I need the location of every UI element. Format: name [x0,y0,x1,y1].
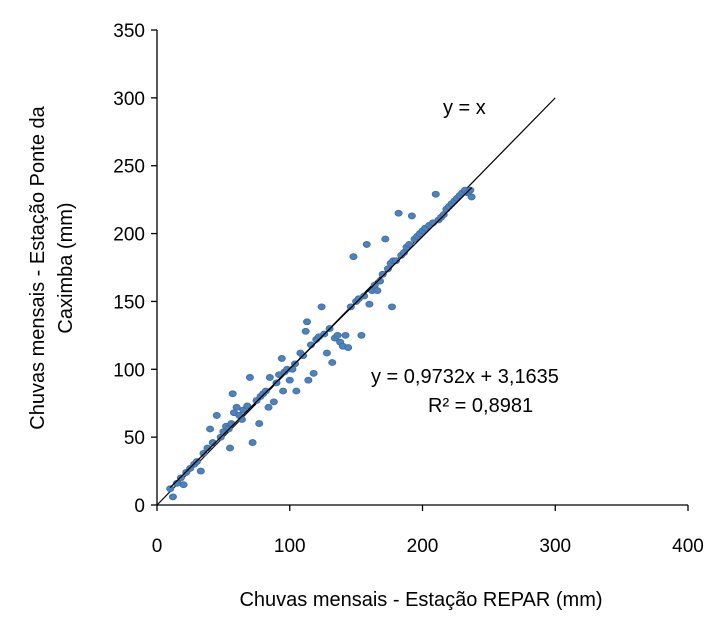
data-point [248,439,257,446]
data-point [168,493,177,501]
data-point [196,467,205,475]
data-point [303,318,312,326]
x-tick-label: 100 [274,536,306,557]
data-point [373,287,382,294]
y-tick-label: 350 [113,21,145,42]
data-point [269,398,278,406]
y-tick-label: 100 [113,360,145,381]
y-tick-label: 300 [113,89,145,110]
data-point [232,403,241,411]
identity-line-label: y = x [443,97,486,119]
data-point [179,481,188,489]
y-tick-label: 250 [113,157,145,178]
data-point [206,425,215,433]
data-point [394,209,403,217]
y-tick-label: 200 [113,225,145,246]
data-point [277,355,286,362]
x-tick-label: 200 [407,536,439,557]
data-point [261,387,270,395]
data-point [292,387,301,395]
data-point [344,344,353,351]
data-point [362,241,371,248]
data-point [328,359,337,366]
trendline [169,187,473,488]
data-point [279,387,288,395]
data-point [467,193,476,201]
data-point [333,331,342,339]
data-point [341,331,350,339]
data-point [381,235,390,243]
x-tick-label: 0 [152,536,163,557]
data-point [387,303,396,311]
data-point [357,331,366,339]
x-tick-label: 300 [539,536,571,557]
data-point [265,374,274,381]
y-axis-title-line2: Caximba (mm) [55,202,77,333]
data-point [264,403,273,411]
y-tick-label: 150 [113,292,145,313]
data-point [245,374,254,381]
data-point [317,303,326,311]
trendline-equation: y = 0,9732x + 3,1635 [371,366,559,388]
trendline-layer [169,187,473,488]
x-tick-label: 400 [672,536,704,557]
data-point [255,420,264,427]
data-points-layer [166,186,476,501]
tick-labels-layer: 0 50 100 150 200 250 300 350 0 100 200 300 400 [113,21,704,557]
data-point [226,444,235,452]
axes-layer [151,29,689,511]
data-point [285,376,294,384]
trendline-r-squared: R² = 0,8981 [428,395,533,417]
data-point [349,253,358,261]
data-point [431,190,440,198]
data-point [365,300,374,308]
data-point [304,376,313,384]
data-point [166,485,175,493]
data-point [405,241,414,248]
data-point [407,212,416,220]
data-point [378,270,387,278]
data-point [309,369,318,377]
data-point [212,412,221,419]
data-point [322,349,331,357]
y-tick-label: 0 [134,496,145,517]
y-tick-label: 50 [124,428,145,449]
x-axis-title: Chuvas mensais - Estação REPAR (mm) [239,589,602,611]
data-point [360,292,369,300]
data-point [301,327,310,335]
data-point [228,390,237,398]
data-point [243,402,252,410]
y-axis-title-line1: Chuvas mensais - Estação Ponte da [27,105,49,429]
